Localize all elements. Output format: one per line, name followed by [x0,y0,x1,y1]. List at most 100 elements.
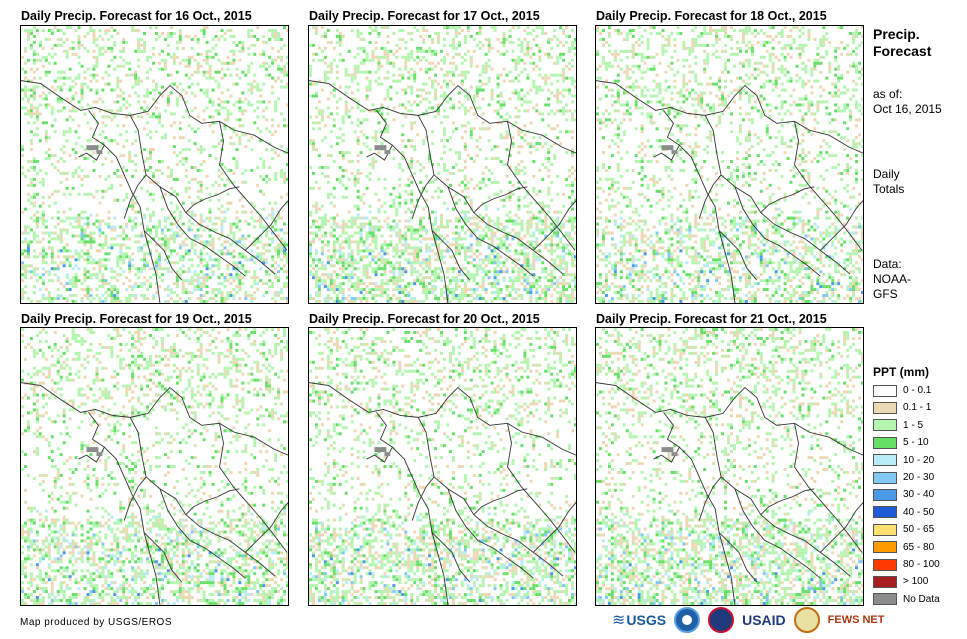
precip-cell [196,148,200,152]
precip-cell [472,279,476,283]
precip-cell [199,186,203,190]
precip-cell [380,243,384,247]
precip-cell [107,109,111,113]
precip-cell [68,85,72,89]
precip-cell [32,267,36,271]
precip-cell [56,160,60,164]
precip-cell [214,157,218,161]
precip-cell [23,174,27,178]
precip-cell [283,174,287,178]
precip-cell [341,151,345,155]
precip-cell [359,171,363,175]
precip-cell [323,273,327,277]
precip-cell [259,100,263,104]
precip-cell [317,279,321,283]
precip-cell [565,261,569,265]
precip-cell [125,130,129,134]
precip-cell [143,258,147,262]
precip-cell [410,91,414,95]
precip-cell [41,246,45,250]
precip-cell [428,267,432,271]
precip-cell [451,237,455,241]
precip-cell [487,237,491,241]
precip-cell [574,297,576,300]
precip-cell [110,26,114,30]
precip-cell [262,282,266,286]
precip-cell [568,130,572,134]
precip-cell [29,299,33,303]
precip-cell [374,139,378,143]
precip-cell [514,64,518,68]
precip-cell [232,127,236,131]
precip-cell [256,240,260,244]
precip-cell [481,234,485,238]
precip-cell [89,299,93,303]
precip-cell [196,64,200,68]
precip-cell [196,237,200,241]
precip-cell [562,73,566,77]
precip-cell [232,130,236,134]
precip-cell [484,264,488,268]
precip-cell [107,46,111,50]
precip-cell [92,222,96,226]
precip-cell [160,160,164,164]
precip-cell [157,243,161,247]
precip-cell [21,267,24,271]
precip-cell [232,222,236,226]
precip-cell [211,246,215,250]
precip-cell [535,299,539,303]
precip-cell [80,288,84,292]
precip-cell [386,40,390,44]
precip-cell [535,64,539,68]
precip-cell [193,201,197,205]
precip-cell [320,234,324,238]
precip-cell [166,73,170,77]
precip-cell [395,55,399,59]
precip-cell [154,85,158,89]
precip-cell [314,276,318,280]
precip-cell [523,94,527,98]
precip-cell [86,288,90,292]
precip-cell [119,246,123,250]
precip-cell [104,237,108,241]
precip-cell [241,171,245,175]
precip-cell [526,255,530,259]
precip-cell [395,285,399,289]
precip-cell [268,273,272,277]
precip-cell [422,186,426,190]
precip-cell [50,255,54,259]
precip-cell [440,121,443,125]
precip-cell [454,246,458,250]
precip-cell [137,58,141,62]
precip-cell [125,246,129,250]
precip-cell [475,270,479,274]
precip-cell [562,94,566,98]
precip-cell [338,252,342,256]
precip-cell [262,252,266,256]
precip-cell [259,52,263,56]
precip-cell [440,234,443,238]
precip-cell [214,43,218,47]
precip-cell [505,148,509,152]
precip-cell [365,264,369,268]
precip-cell [152,273,155,277]
precip-cell [247,88,251,92]
precip-cell [208,219,212,223]
precip-cell [71,255,75,259]
precip-cell [377,210,381,214]
precip-cell [309,186,312,190]
precip-cell [425,285,429,289]
precip-cell [431,237,435,241]
precip-cell [172,291,176,295]
precip-cell [326,106,330,110]
precip-cell [211,288,215,292]
precip-cell [338,85,342,89]
precip-cell [268,201,272,205]
precip-cell [356,34,360,38]
precip-cell [451,231,455,235]
precip-cell [323,243,327,247]
precip-cell [520,168,524,172]
precip-cell [214,222,218,226]
precip-cell [502,276,506,280]
precip-cell [380,103,384,107]
